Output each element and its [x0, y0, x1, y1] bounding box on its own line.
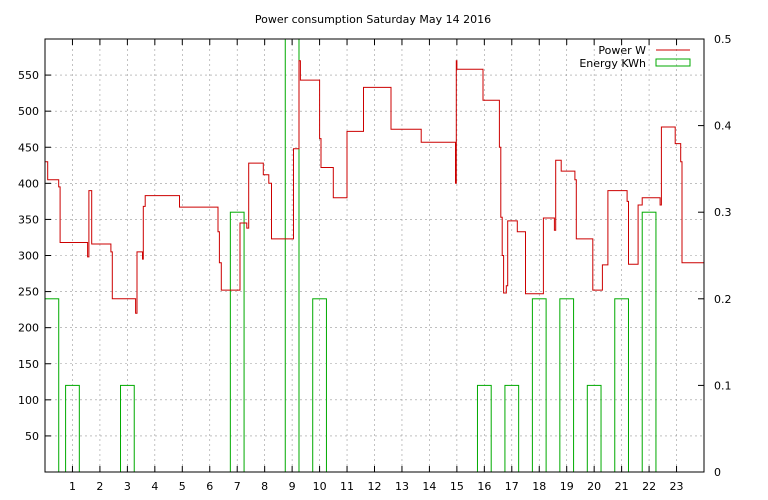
x-tick-label: 3: [124, 480, 131, 493]
x-tick-label: 17: [505, 480, 519, 493]
y-tick-label: 550: [18, 69, 39, 82]
legend-swatch-energy: [655, 58, 691, 67]
x-tick-label: 18: [532, 480, 546, 493]
x-tick-label: 2: [96, 480, 103, 493]
energy-bar: [641, 211, 657, 473]
x-tick-label: 10: [313, 480, 327, 493]
x-tick-label: 6: [206, 480, 213, 493]
y-tick-label: 500: [18, 105, 39, 118]
x-tick-label: 19: [560, 480, 574, 493]
chart-title: Power consumption Saturday May 14 2016: [255, 13, 491, 26]
y-tick-label: 100: [18, 394, 39, 407]
x-tick-label: 8: [261, 480, 268, 493]
y2-tick-label: 0.5: [714, 33, 732, 46]
x-tick-label: 12: [368, 480, 382, 493]
y-tick-label: 150: [18, 358, 39, 371]
y2-tick-label: 0.1: [714, 379, 732, 392]
y2-tick-label: 0.3: [714, 206, 732, 219]
y2-tick-label: 0.2: [714, 293, 732, 306]
x-tick-label: 20: [587, 480, 601, 493]
x-tick-label: 7: [234, 480, 241, 493]
x-tick-label: 15: [450, 480, 464, 493]
power-line: [45, 60, 704, 314]
x-tick-label: 16: [477, 480, 491, 493]
y-tick-label: 250: [18, 286, 39, 299]
x-tick-label: 4: [151, 480, 158, 493]
y-tick-label: 300: [18, 250, 39, 263]
y-tick-label: 50: [25, 430, 39, 443]
x-tick-label: 23: [670, 480, 684, 493]
x-tick-label: 9: [289, 480, 296, 493]
energy-bar: [44, 298, 60, 473]
y-tick-label: 450: [18, 141, 39, 154]
x-tick-label: 1: [69, 480, 76, 493]
y-tick-label: 200: [18, 322, 39, 335]
legend-label-energy: Energy KWh: [579, 57, 646, 70]
y2-tick-label: 0.4: [714, 120, 732, 133]
plot-frame: [44, 38, 705, 473]
y2-tick-label: 0: [714, 466, 721, 479]
y-tick-label: 400: [18, 177, 39, 190]
x-tick-label: 22: [642, 480, 656, 493]
grid-lines: [45, 39, 704, 472]
x-tick-label: 11: [340, 480, 354, 493]
x-tick-label: 21: [615, 480, 629, 493]
axis-ticks: 1 2 3 4 5 6 7 8 9 10 11 12 13 14 15 16 17 18 19 20 21 22 23501…: [18, 33, 732, 493]
x-tick-label: 14: [422, 480, 436, 493]
x-tick-label: 13: [395, 480, 409, 493]
power-series-line: [45, 60, 704, 314]
energy-bar: [229, 211, 245, 473]
legend-label-power: Power W: [598, 44, 646, 57]
x-tick-label: 5: [179, 480, 186, 493]
y-tick-label: 350: [18, 213, 39, 226]
